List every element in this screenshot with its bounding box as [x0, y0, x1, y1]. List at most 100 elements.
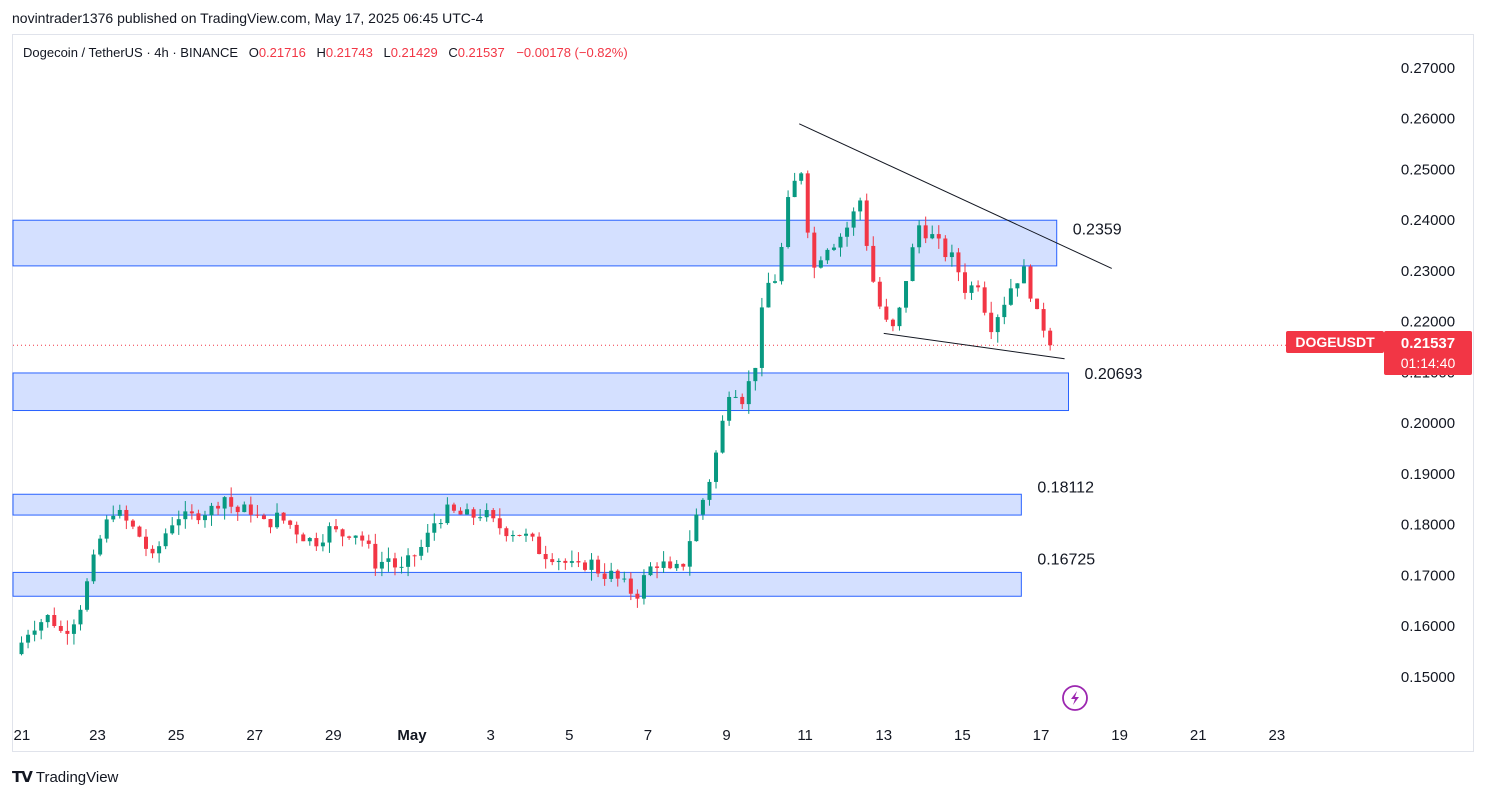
trendlines-layer	[799, 123, 1112, 360]
candle-body-95	[641, 575, 646, 599]
candle-body-68	[465, 509, 470, 515]
candle-body-7	[65, 630, 70, 634]
candle-body-114	[766, 282, 771, 308]
candle-body-67	[458, 510, 463, 515]
candle-body-40	[281, 512, 286, 521]
candle-body-103	[694, 514, 699, 542]
candle-body-51	[353, 535, 358, 538]
price-tag-price-bg	[1384, 331, 1472, 375]
zone-box-4	[12, 571, 1022, 597]
candle-body-70	[478, 517, 483, 519]
candle-body-154	[1028, 266, 1033, 299]
tv-logo-text: TradingView	[35, 768, 119, 786]
candle-body-88	[596, 559, 601, 574]
price-axis[interactable]: 0.27000 0.26000 0.25000 0.24000 0.23000 0.220…	[1401, 60, 1455, 686]
candle-body-77	[524, 533, 529, 536]
candle-body-94	[635, 593, 640, 599]
candle-body-130	[871, 245, 876, 282]
candle-body-72	[491, 510, 496, 519]
candle-body-83	[563, 560, 568, 563]
candle-body-148	[989, 312, 994, 333]
candle-body-12	[98, 538, 103, 555]
time-axis[interactable]: 21 23 25 27 29 May 3 5 7 9 11 13 15 17 19 21 23	[14, 727, 1286, 744]
candle-body-43	[301, 534, 306, 542]
candle-body-44	[307, 538, 312, 542]
candle-body-61	[419, 546, 424, 556]
candle-body-120	[805, 173, 810, 233]
candle-body-131	[877, 281, 882, 307]
price-tag-countdown: 01:14:40	[1401, 355, 1456, 371]
candle-body-0	[19, 642, 24, 655]
candle-body-102	[687, 541, 692, 567]
candle-body-22	[163, 533, 168, 547]
candle-body-50	[347, 536, 352, 538]
candle-body-146	[976, 285, 981, 288]
low-label: L	[383, 45, 391, 60]
time-tick-8: 7	[644, 727, 652, 744]
zone-label-4: 0.16725	[1037, 552, 1095, 569]
candle-body-153	[1021, 266, 1026, 284]
candle-body-39	[275, 512, 280, 528]
price-tick-5: 0.22000	[1401, 314, 1455, 331]
candle-body-140	[936, 234, 941, 239]
candle-body-115	[772, 281, 777, 283]
candle-body-60	[412, 555, 417, 557]
zone-box-3	[12, 493, 1022, 516]
candle-body-123	[825, 249, 830, 261]
price-tick-1: 0.26000	[1401, 111, 1455, 128]
candle-body-79	[537, 536, 542, 555]
candle-body-85	[576, 561, 581, 563]
candle-body-143	[956, 252, 961, 273]
candle-body-56	[386, 558, 391, 562]
candle-body-133	[890, 319, 895, 327]
publish-info: novintrader1376 published on TradingView…	[12, 10, 484, 26]
zone-label-2: 0.20693	[1085, 366, 1143, 383]
candle-body-84	[569, 561, 574, 563]
time-tick-9: 9	[722, 727, 730, 744]
trendline-upper	[799, 123, 1112, 269]
candle-body-141	[943, 238, 948, 258]
candle-body-54	[373, 543, 378, 569]
candle-body-17	[130, 520, 135, 527]
time-tick-5: May	[397, 727, 427, 744]
candle-body-75	[510, 534, 515, 537]
candle-body-34	[242, 504, 247, 513]
candle-body-104	[700, 499, 705, 515]
candle-body-144	[962, 272, 967, 293]
candle-body-55	[379, 561, 384, 569]
candle-body-31	[222, 497, 227, 509]
price-tag-symbol: DOGEUSDT	[1295, 334, 1375, 350]
zone-label-1: 0.2359	[1073, 221, 1122, 238]
zones-layer	[12, 219, 1070, 597]
candle-body-99	[668, 561, 673, 569]
candle-body-119	[799, 173, 804, 181]
candle-body-45	[314, 538, 319, 547]
tradingview-logo[interactable]: 𝗧𝗩 TradingView	[12, 768, 119, 787]
candle-body-57	[392, 558, 397, 568]
candle-body-59	[406, 555, 411, 567]
time-tick-16: 23	[1269, 727, 1286, 744]
candle-body-107	[720, 420, 725, 453]
candle-body-109	[733, 396, 738, 398]
candle-body-155	[1035, 298, 1040, 310]
zone-box-2	[12, 372, 1070, 412]
candle-body-116	[779, 246, 784, 282]
candle-body-65	[445, 504, 450, 524]
close-label: C	[448, 45, 458, 60]
flash-icon[interactable]	[1062, 685, 1088, 711]
candle-body-142	[949, 252, 954, 258]
candle-body-138	[923, 225, 928, 239]
candle-body-157	[1048, 330, 1053, 346]
candle-body-32	[229, 497, 234, 507]
candle-body-26	[189, 511, 194, 514]
candle-body-149	[995, 317, 1000, 333]
candle-body-121	[812, 232, 817, 268]
price-tick-8: 0.19000	[1401, 466, 1455, 483]
price-tick-9: 0.18000	[1401, 517, 1455, 534]
candle-body-2	[32, 630, 37, 635]
candle-body-42	[294, 524, 299, 535]
time-tick-11: 13	[875, 727, 892, 744]
candle-body-139	[930, 234, 935, 239]
candle-body-11	[91, 554, 96, 582]
